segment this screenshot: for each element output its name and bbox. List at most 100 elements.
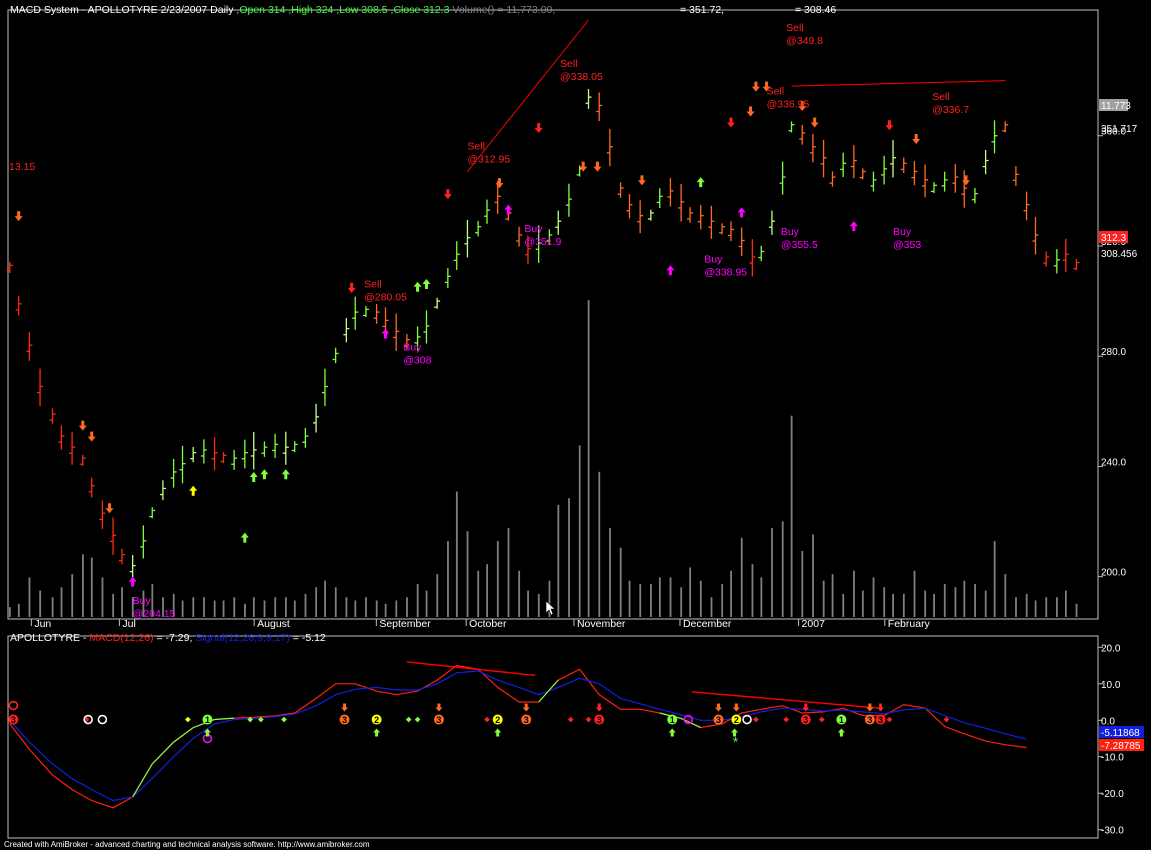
- ohlc-bar: [423, 310, 430, 344]
- ohlc-bar: [900, 157, 907, 173]
- volume-bar: [477, 570, 480, 617]
- ohlc-bar: [1043, 251, 1050, 267]
- signal-annotation: Sell @280.05: [364, 278, 407, 303]
- volume-bar: [8, 607, 11, 617]
- macd-marker-circle: [339, 714, 350, 725]
- volume-bar: [90, 557, 93, 617]
- header-prefix: MACD System - APOLLOTYRE 2/23/2007 Daily: [10, 4, 236, 16]
- ohlc-bar: [282, 431, 289, 465]
- ohlc-bar: [190, 446, 197, 463]
- macd-numbered-marker: 3: [713, 714, 724, 725]
- macd-marker-circle: [836, 714, 847, 725]
- ohlc-bar: [840, 152, 847, 177]
- signal-annotation: Sell @338.05: [560, 58, 603, 83]
- signal-last-box: [1099, 726, 1144, 738]
- buy-arrow-icon: [422, 279, 431, 290]
- ohlc-bar: [110, 517, 117, 555]
- sell-arrow-icon: [885, 120, 894, 131]
- arrow-down-icon: [14, 211, 23, 222]
- ohlc-bar: [118, 548, 125, 565]
- ohlc-bar: [971, 187, 978, 204]
- ohlc-bar: [779, 161, 786, 195]
- x-axis-label: November: [577, 618, 626, 630]
- buy-arrow-icon: [381, 328, 390, 339]
- volume-bar: [954, 587, 957, 617]
- macd-signal-dot: [783, 716, 790, 723]
- ohlc-bar: [829, 171, 836, 187]
- arrow-up-icon: [666, 265, 675, 276]
- ohlc-bar: [149, 507, 156, 519]
- volume-bar: [466, 531, 469, 617]
- macd-title-symbol: APOLLOTYRE -: [10, 632, 89, 644]
- price-plot: 200.0240.0280.0320.0360.0JunJulAugustSep…: [6, 19, 1138, 630]
- signal-annotation-line: @312.95: [467, 154, 510, 166]
- macd-signal-dot: [818, 716, 825, 723]
- macd-buy-arrow-icon: [731, 728, 739, 737]
- buy-arrow-icon: [737, 207, 746, 218]
- macd-y-tick-label: 20.0: [1101, 643, 1121, 654]
- arrow-down-icon: [443, 189, 452, 200]
- x-axis-label: September: [379, 618, 431, 630]
- signal-annotation-line: Sell: [767, 85, 785, 97]
- macd-pane-title: APOLLOTYRE - MACD(12,26) = -7.29, Signal…: [10, 632, 326, 644]
- signal-annotation: Buy @355.5: [781, 226, 818, 251]
- macd-title-signal: Signal(12,26,9,9,17): [195, 632, 290, 644]
- ohlc-bar: [1012, 166, 1019, 187]
- volume-bar: [537, 593, 540, 617]
- ohlc-bar: [15, 295, 22, 316]
- macd-marker-circle: [433, 714, 444, 725]
- ohlc-bar: [494, 180, 501, 215]
- ohlc-bar: [596, 92, 603, 122]
- ohlc-bar: [403, 333, 410, 350]
- macd-marker-circle: [521, 714, 532, 725]
- volume-bar: [1064, 590, 1067, 617]
- ohlc-bar: [768, 210, 775, 235]
- volume-bar: [902, 593, 905, 617]
- volume-bar: [639, 584, 642, 617]
- volume-bar: [984, 590, 987, 617]
- x-axis-label: 2007: [802, 618, 826, 630]
- sell-arrow-icon: [593, 161, 602, 172]
- ohlc-bar: [585, 89, 592, 109]
- volume-bar: [101, 577, 104, 617]
- ohlc-bar: [859, 168, 866, 180]
- signal-annotation-line: Sell: [467, 141, 485, 153]
- price-pane-title: MACD System - APOLLOTYRE 2/23/2007 Daily…: [10, 4, 555, 16]
- ohlc-bar: [930, 182, 937, 194]
- macd-ring-marker: [83, 714, 93, 725]
- volume-bar: [181, 600, 184, 617]
- volume-bar: [822, 580, 825, 617]
- x-axis-label: Jul: [122, 618, 135, 630]
- volume-bar: [527, 590, 529, 617]
- ohlc-bar: [870, 171, 877, 192]
- macd-marker-number: 3: [878, 715, 883, 725]
- signal-annotation: Sell @336.7: [932, 91, 969, 116]
- macd-last-box: [1099, 739, 1144, 751]
- volume-bar: [790, 415, 793, 617]
- last-close-box: [1099, 231, 1128, 243]
- header-ohlc: ,Open 314 ,High 324 ,Low 308.5 ,Close 31…: [236, 4, 452, 16]
- ohlc-bar: [313, 403, 320, 433]
- volume-bar: [17, 603, 20, 617]
- ohlc-bar: [140, 525, 147, 559]
- macd-buy-arrow-icon: [668, 728, 676, 737]
- arrow-up-icon: [260, 469, 269, 480]
- macd-signal-dot: [886, 716, 893, 723]
- volume-bar: [913, 570, 916, 617]
- volume-bar: [39, 590, 42, 617]
- macd-signal-dot: [943, 716, 950, 723]
- last-low-label: 308.456: [1101, 249, 1138, 260]
- signal-annotation-line: @338.05: [560, 71, 603, 83]
- arrow-down-icon: [962, 175, 971, 186]
- ohlc-bar: [179, 445, 186, 484]
- sell-arrow-icon: [962, 175, 971, 186]
- volume-bar: [192, 597, 195, 617]
- macd-signal-dot: [405, 716, 412, 723]
- macd-ring-marker: [8, 700, 19, 711]
- volume-bar: [842, 593, 845, 617]
- buy-arrow-icon: [281, 469, 290, 480]
- mouse-cursor-icon: [545, 600, 556, 616]
- signal-annotation-line: @355.5: [781, 239, 818, 251]
- volume-bar: [293, 600, 296, 617]
